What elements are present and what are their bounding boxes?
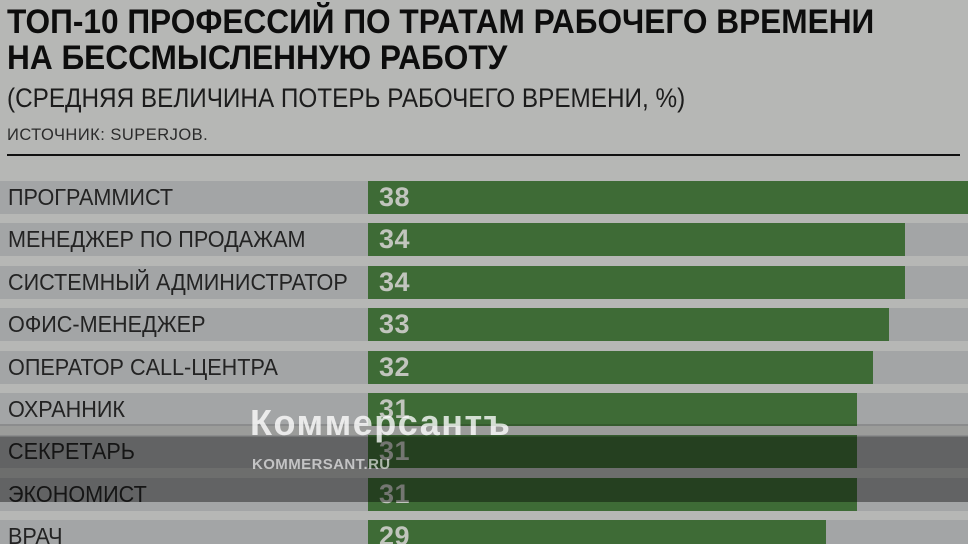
value-bar: 38 <box>368 181 968 214</box>
value-bar: 31 <box>368 435 857 469</box>
chart-row: ЭКОНОМИСТ 31 <box>0 477 968 511</box>
chart-rows: ПРОГРАММИСТ 38 МЕНЕДЖЕР ПО ПРОДАЖАМ 34 СИСТЕ… <box>0 181 968 544</box>
chart-row: СЕКРЕТАРЬ 31 <box>0 435 968 469</box>
page-title-line2: НА БЕССМЫСЛЕННУЮ РАБОТУ <box>7 39 508 77</box>
watermark-band <box>0 424 968 502</box>
value-label: 34 <box>379 224 411 255</box>
header: ТОП-10 ПРОФЕССИЙ ПО ТРАТАМ РАБОЧЕГО ВРЕМ… <box>0 0 968 156</box>
category-label: СЕКРЕТАРЬ <box>8 435 135 468</box>
value-bar: 31 <box>368 392 857 426</box>
chart-row: ПРОГРАММИСТ 38 <box>0 181 968 214</box>
value-bar: 29 <box>368 520 826 544</box>
value-label: 33 <box>379 309 411 340</box>
chart-subtitle: (СРЕДНЯЯ ВЕЛИЧИНА ПОТЕРЬ РАБОЧЕГО ВРЕМЕН… <box>7 83 686 113</box>
chart-row: СИСТЕМНЫЙ АДМИНИСТРАТОР 34 <box>0 265 968 299</box>
value-bar: 33 <box>368 308 889 342</box>
value-label: 31 <box>368 436 410 467</box>
chart-row: ОХРАННИК 31 <box>0 392 968 426</box>
category-label: СИСТЕМНЫЙ АДМИНИСТРАТОР <box>8 268 348 295</box>
kommersant-url: KOMMERSANT.RU <box>252 456 391 473</box>
header-divider <box>7 154 960 156</box>
category-label: МЕНЕДЖЕР ПО ПРОДАЖАМ <box>8 226 306 253</box>
value-label: 38 <box>379 182 411 212</box>
chart-row: ОФИС-МЕНЕДЖЕР 33 <box>0 308 968 342</box>
value-bar: 34 <box>368 265 905 299</box>
category-label: ЭКОНОМИСТ <box>8 478 147 511</box>
kommersant-logo: Коммерсантъ <box>250 402 512 443</box>
category-label: ОПЕРАТОР CALL-ЦЕНТРА <box>8 353 278 380</box>
value-bar: 31 <box>368 477 857 511</box>
chart-row: ОПЕРАТОР CALL-ЦЕНТРА 32 <box>0 350 968 384</box>
value-label: 32 <box>379 351 411 382</box>
chart-row: ВРАЧ 29 <box>0 520 968 544</box>
value-label: 31 <box>368 479 410 510</box>
source-note: ИСТОЧНИК: SUPERJOB. <box>7 125 209 144</box>
category-label: ОФИС-МЕНЕДЖЕР <box>8 311 206 338</box>
category-label: ПРОГРАММИСТ <box>8 184 174 210</box>
category-label: ОХРАННИК <box>8 395 126 422</box>
value-label: 31 <box>379 393 411 424</box>
value-bar: 32 <box>368 350 873 384</box>
page-title-line1: ТОП-10 ПРОФЕССИЙ ПО ТРАТАМ РАБОЧЕГО ВРЕМ… <box>7 3 875 41</box>
value-label: 29 <box>379 521 411 544</box>
chart-row: МЕНЕДЖЕР ПО ПРОДАЖАМ 34 <box>0 223 968 257</box>
value-label: 34 <box>379 266 411 297</box>
category-label: ВРАЧ <box>8 523 63 544</box>
value-bar: 34 <box>368 223 905 257</box>
